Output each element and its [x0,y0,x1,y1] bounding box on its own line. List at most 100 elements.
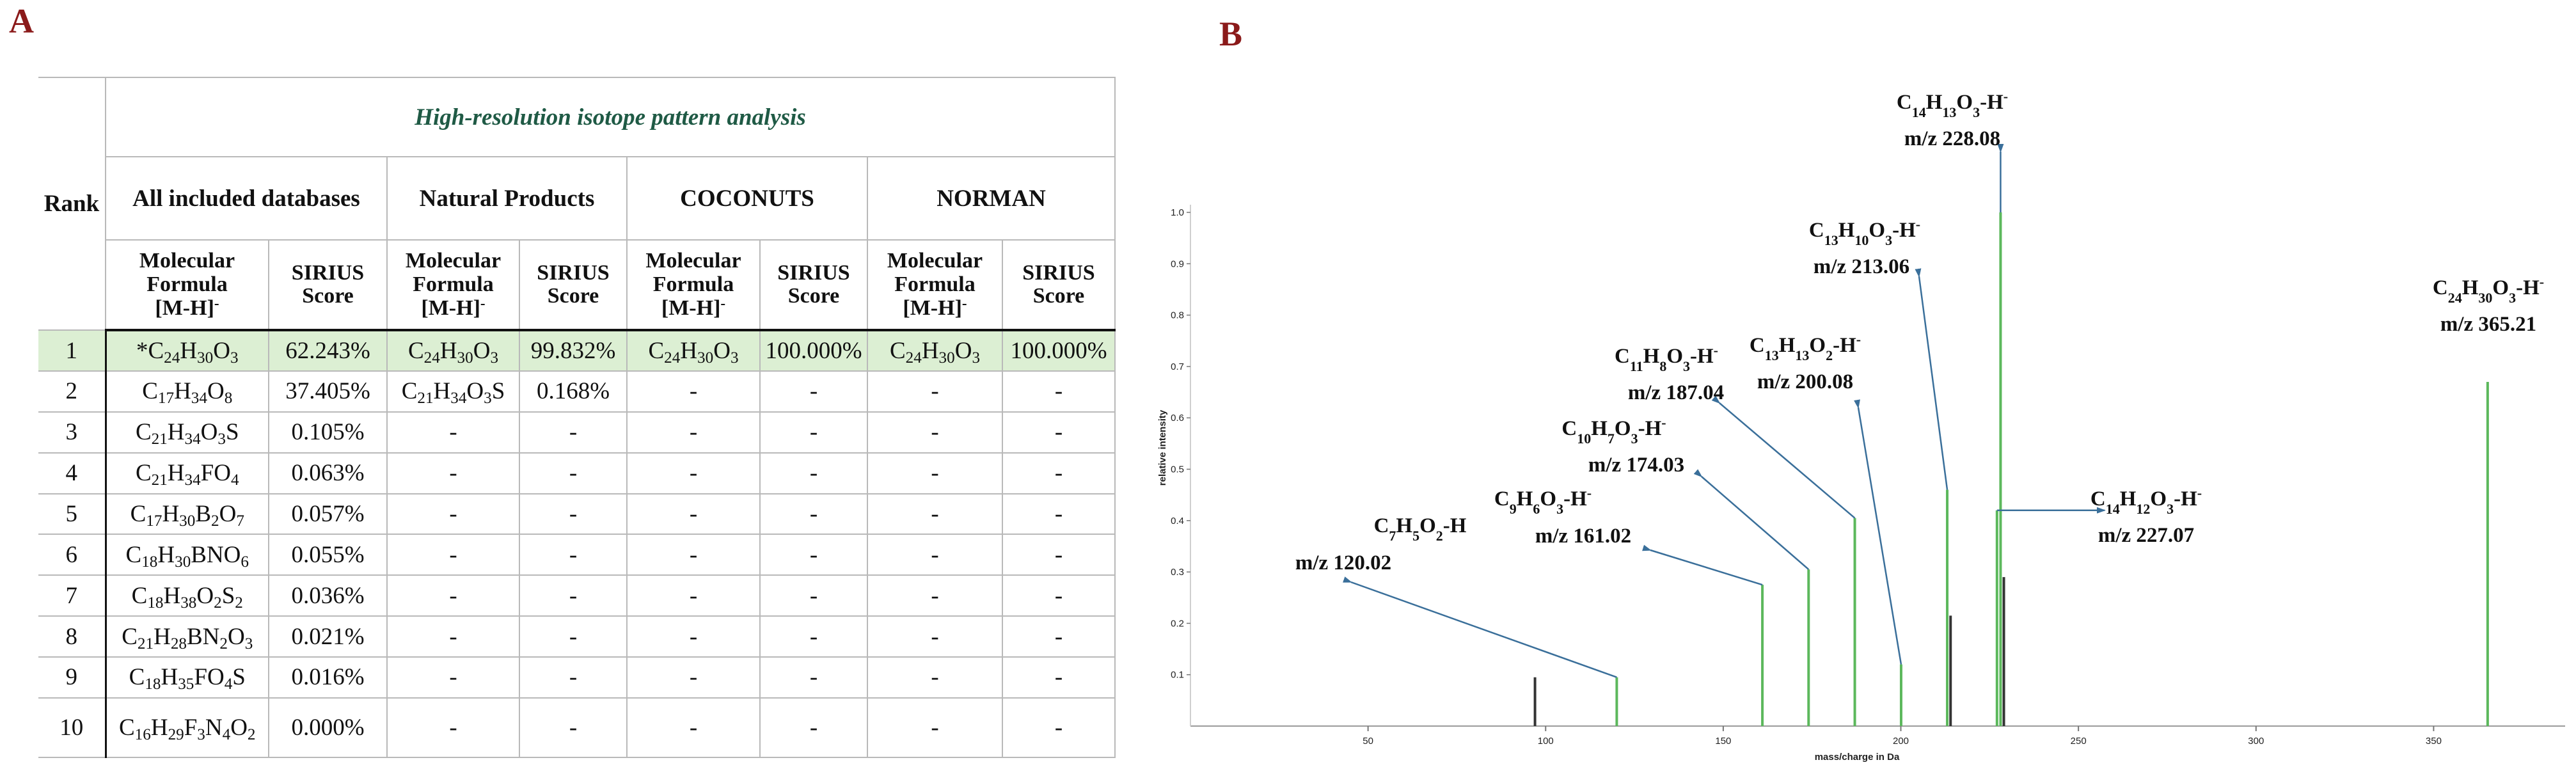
formula-cell: - [386,656,520,699]
formula-cell: C17H30B2O7 [105,493,269,535]
score-cell: - [1002,411,1116,454]
annotation-formula: C13H13O2-H- [1750,331,1861,363]
annotation-mz: m/z 365.21 [2440,313,2536,336]
db-header: All included databases [105,156,388,241]
annotation-formula: C7H5O2-H [1374,514,1467,544]
score-cell: 0.057% [268,493,388,535]
formula-cell: - [626,452,761,494]
score-cell: - [759,697,868,759]
score-cell: - [1002,534,1116,576]
formula-cell: - [626,411,761,454]
annotation-formula: C11H8O3-H- [1615,342,1718,374]
rank-cell: 8 [38,615,107,658]
annotation-mz: m/z 200.08 [1757,370,1853,393]
score-cell: - [519,697,628,759]
score-cell: - [1002,574,1116,617]
table-banner: High-resolution isotope pattern analysis [105,76,1116,158]
formula-cell: - [386,534,520,576]
score-cell: - [519,574,628,617]
annotation-formula: C9H6O3-H- [1494,485,1592,517]
annotation-arrow [1642,544,1763,586]
formula-cell: - [867,411,1003,454]
formula-col-header: Molecular Formula [M-H]- [626,239,761,332]
formula-cell: - [626,534,761,576]
score-cell: - [1002,656,1116,699]
ms2-spectrum-chart: 50 100 150 200 250 300 350 0.1 0.2 0.3 0.4 0.5 0.6 0.… [1157,88,2565,763]
y-tick-label: 1.0 [1171,207,1184,218]
formula-cell: C24H30O3 [867,329,1003,372]
formula-cell: C17H34O8 [105,370,269,413]
score-cell: 99.832% [519,329,628,372]
annotation-mz: m/z 227.07 [2098,524,2194,547]
score-cell: - [519,534,628,576]
rank-cell: 7 [38,574,107,617]
formula-cell: C21H34O3S [386,370,520,413]
x-tick-label: 350 [2426,736,2442,747]
formula-col-header: Molecular Formula [M-H]- [105,239,269,332]
score-cell: - [759,615,868,658]
formula-cell: C21H34FO4 [105,452,269,494]
table-row: 3 C21H34O3S 0.105% - - - - - - [38,411,1116,454]
formula-cell: *C24H30O3 [105,329,269,372]
formula-cell: - [867,574,1003,617]
score-cell: - [759,411,868,454]
score-cell: 37.405% [268,370,388,413]
annotation-mz: m/z 161.02 [1535,525,1631,548]
formula-cell: - [626,656,761,699]
score-cell: - [759,574,868,617]
annotation-formula: C24H30O3-H- [2433,274,2544,306]
score-cell: - [1002,452,1116,494]
formula-cell: - [867,534,1003,576]
formula-cell: C18H30BNO6 [105,534,269,576]
db-header: COCONUTS [626,156,868,241]
y-tick-label: 0.5 [1171,464,1184,475]
score-cell: - [759,534,868,576]
annotation-arrow [1854,399,1902,665]
table-row: 9 C18H35FO4S 0.016% - - - - - - [38,656,1116,699]
score-cell: - [519,411,628,454]
annotation-arrow [1693,469,1810,571]
db-header: NORMAN [867,156,1116,241]
formula-cell: C21H28BN2O3 [105,615,269,658]
score-cell: - [759,370,868,413]
score-cell: 0.055% [268,534,388,576]
x-axis-label: mass/charge in Da [1815,752,1900,763]
score-cell: 100.000% [759,329,868,372]
formula-col-header: Molecular Formula [M-H]- [867,239,1003,332]
table-row: 7 C18H38O2S2 0.036% - - - - - - [38,574,1116,617]
score-cell: - [519,493,628,535]
formula-col-header: Molecular Formula [M-H]- [386,239,520,332]
y-axis-label: relative intensity [1157,409,1168,486]
score-cell: 0.168% [519,370,628,413]
panel-b-label: B [1219,15,1243,53]
score-cell: - [759,493,868,535]
table-row: 6 C18H30BNO6 0.055% - - - - - - [38,534,1116,576]
score-cell: 0.105% [268,411,388,454]
y-tick-label: 0.2 [1171,618,1184,629]
score-cell: - [1002,615,1116,658]
score-cell: 62.243% [268,329,388,372]
score-cell: - [1002,697,1116,759]
rank-cell: 2 [38,370,107,413]
formula-cell: - [626,697,761,759]
annotation-mz: m/z 120.02 [1295,551,1391,574]
annotation-arrow [1711,395,1856,519]
formula-cell: C21H34O3S [105,411,269,454]
score-cell: 0.063% [268,452,388,494]
table-row: 5 C17H30B2O7 0.057% - - - - - - [38,493,1116,535]
rank-cell: 9 [38,656,107,699]
table-row: 10 C16H29F3N4O2 0.000% - - - - - - [38,697,1116,759]
db-header: Natural Products [386,156,628,241]
rank-cell: 5 [38,493,107,535]
x-tick-label: 150 [1715,736,1731,747]
annotation-formula: C13H10O3-H- [1809,216,1920,248]
score-cell: 0.000% [268,697,388,759]
annotation-formula: C14H13O3-H- [1897,88,2008,120]
formula-cell: - [386,697,520,759]
score-cell: 0.016% [268,656,388,699]
table-row: 2 C17H34O8 37.405% C21H34O3S 0.168% - - - - [38,370,1116,413]
score-cell: 100.000% [1002,329,1116,372]
table-row: 4 C21H34FO4 0.063% - - - - - - [38,452,1116,494]
score-cell: - [519,656,628,699]
formula-cell: - [867,697,1003,759]
